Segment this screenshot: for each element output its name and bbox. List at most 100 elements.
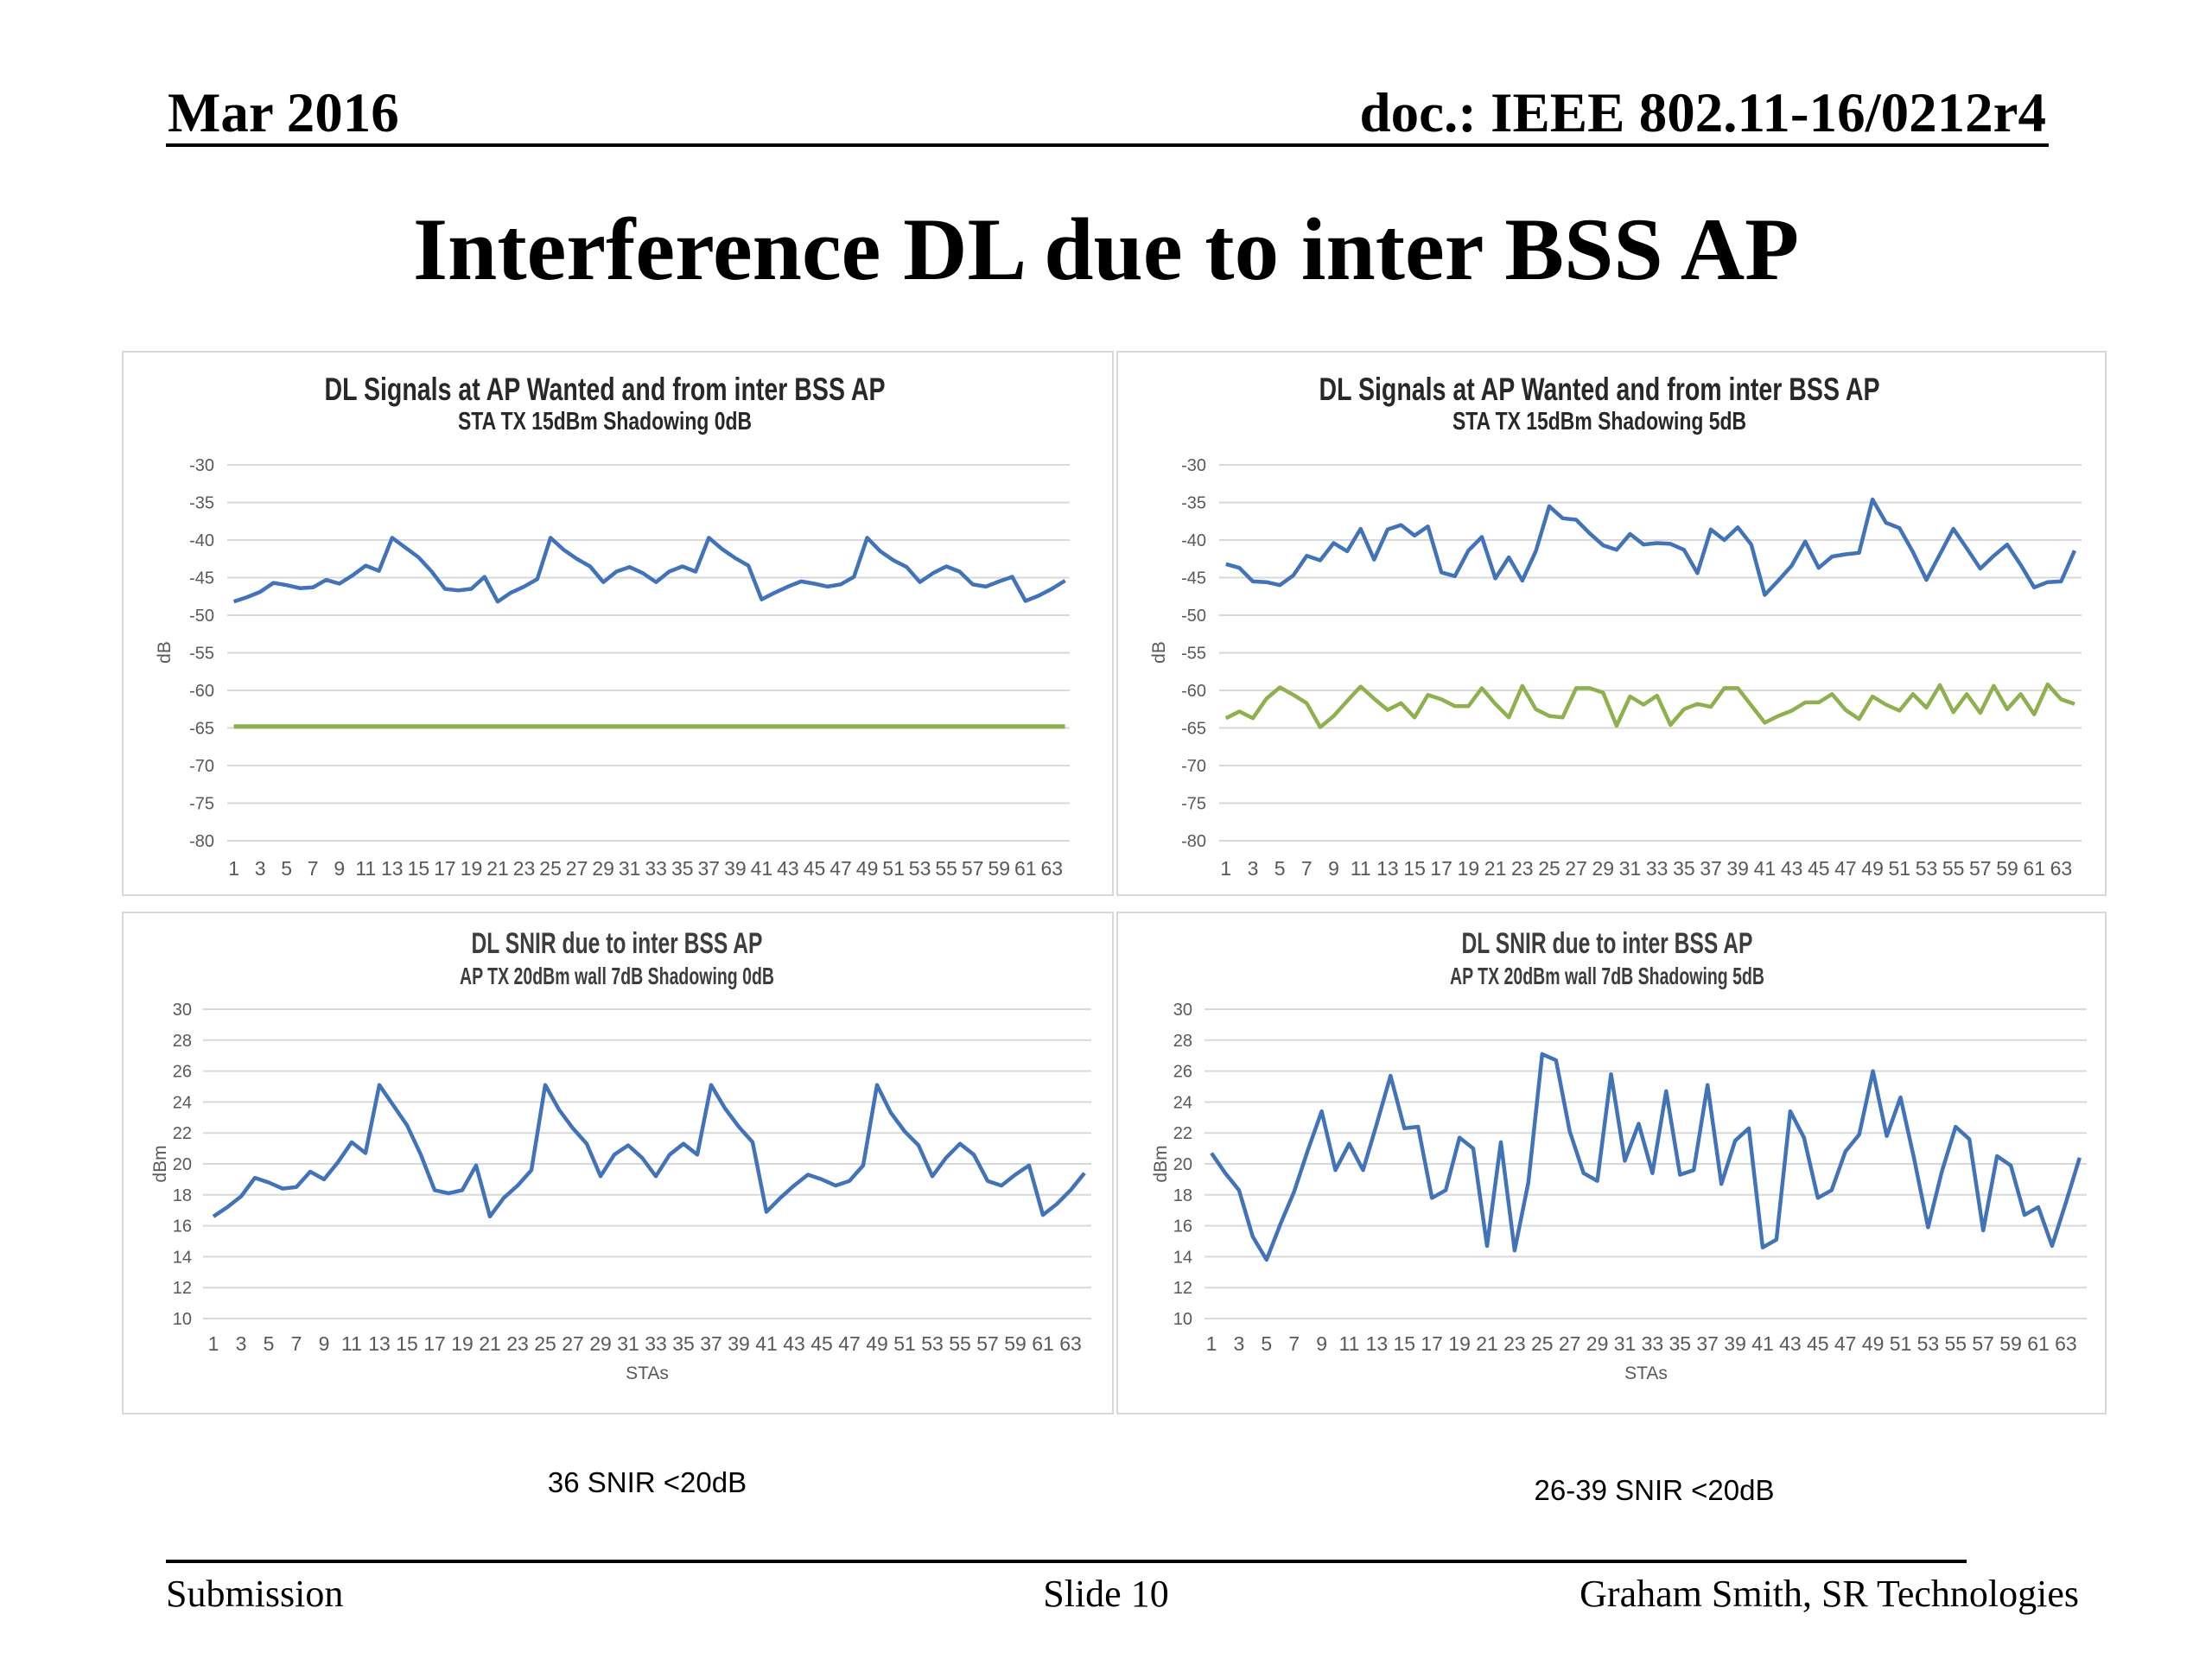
svg-text:61: 61	[2027, 1332, 2050, 1355]
svg-text:63: 63	[1041, 857, 1064, 880]
svg-text:23: 23	[1503, 1332, 1526, 1355]
svg-text:5: 5	[1261, 1332, 1272, 1355]
svg-text:-50: -50	[1181, 607, 1206, 626]
svg-text:45: 45	[804, 857, 826, 880]
svg-text:59: 59	[1996, 857, 2018, 880]
svg-text:22: 22	[1173, 1124, 1192, 1143]
svg-text:10: 10	[173, 1310, 192, 1329]
svg-text:49: 49	[1862, 1332, 1885, 1355]
svg-text:23: 23	[506, 1332, 529, 1355]
svg-text:1: 1	[1220, 857, 1231, 880]
svg-text:-65: -65	[189, 720, 214, 739]
svg-text:dBm: dBm	[1151, 1145, 1171, 1182]
svg-text:-35: -35	[1181, 494, 1206, 513]
svg-text:43: 43	[1779, 1332, 1802, 1355]
svg-text:-50: -50	[189, 607, 214, 626]
svg-text:-80: -80	[189, 832, 214, 851]
svg-text:-40: -40	[1181, 531, 1206, 550]
svg-text:35: 35	[672, 1332, 695, 1355]
svg-text:20: 20	[173, 1155, 192, 1174]
svg-text:STA TX 15dBm Shadowing 0dB: STA TX 15dBm Shadowing 0dB	[458, 408, 752, 435]
svg-text:51: 51	[1890, 1332, 1912, 1355]
svg-text:31: 31	[1614, 1332, 1637, 1355]
svg-text:51: 51	[893, 1332, 916, 1355]
svg-text:23: 23	[1511, 857, 1534, 880]
svg-text:45: 45	[1807, 1332, 1829, 1355]
svg-text:27: 27	[1559, 1332, 1581, 1355]
svg-text:43: 43	[777, 857, 799, 880]
svg-text:27: 27	[562, 1332, 584, 1355]
svg-text:57: 57	[962, 857, 984, 880]
svg-text:51: 51	[882, 857, 905, 880]
svg-text:3: 3	[1248, 857, 1259, 880]
svg-text:37: 37	[700, 1332, 722, 1355]
svg-text:25: 25	[539, 857, 562, 880]
svg-text:15: 15	[396, 1332, 418, 1355]
svg-text:31: 31	[617, 1332, 639, 1355]
svg-text:13: 13	[1376, 857, 1399, 880]
svg-text:31: 31	[1619, 857, 1642, 880]
svg-text:15: 15	[1394, 1332, 1416, 1355]
svg-text:41: 41	[1754, 857, 1777, 880]
svg-text:17: 17	[423, 1332, 446, 1355]
svg-text:3: 3	[255, 857, 266, 880]
svg-text:7: 7	[291, 1332, 302, 1355]
svg-text:dBm: dBm	[150, 1145, 170, 1182]
svg-text:47: 47	[830, 857, 852, 880]
svg-text:45: 45	[810, 1332, 833, 1355]
svg-text:19: 19	[1448, 1332, 1471, 1355]
svg-text:53: 53	[1917, 1332, 1940, 1355]
svg-text:-65: -65	[1181, 720, 1206, 739]
svg-text:13: 13	[1366, 1332, 1389, 1355]
svg-text:-60: -60	[189, 682, 214, 701]
svg-text:-70: -70	[1181, 757, 1206, 776]
svg-text:10: 10	[1173, 1310, 1192, 1329]
svg-text:11: 11	[341, 1332, 362, 1355]
svg-text:55: 55	[949, 1332, 971, 1355]
svg-text:7: 7	[1288, 1332, 1300, 1355]
svg-text:25: 25	[1538, 857, 1560, 880]
svg-text:DL SNIR due to inter BSS AP: DL SNIR due to inter BSS AP	[1462, 927, 1753, 960]
svg-text:17: 17	[1421, 1332, 1443, 1355]
svg-text:DL SNIR due to inter BSS AP: DL SNIR due to inter BSS AP	[472, 927, 763, 960]
svg-text:41: 41	[751, 857, 773, 880]
svg-text:14: 14	[1173, 1248, 1192, 1267]
svg-text:21: 21	[1476, 1332, 1498, 1355]
svg-text:57: 57	[976, 1332, 999, 1355]
svg-text:13: 13	[381, 857, 404, 880]
svg-text:25: 25	[1531, 1332, 1554, 1355]
svg-text:47: 47	[838, 1332, 861, 1355]
svg-text:-60: -60	[1181, 682, 1206, 701]
svg-text:39: 39	[724, 857, 747, 880]
svg-text:29: 29	[1592, 857, 1615, 880]
svg-text:3: 3	[1234, 1332, 1245, 1355]
svg-text:43: 43	[783, 1332, 805, 1355]
svg-text:19: 19	[1458, 857, 1480, 880]
svg-text:55: 55	[935, 857, 957, 880]
svg-text:-80: -80	[1181, 832, 1206, 851]
svg-text:55: 55	[1945, 1332, 1967, 1355]
svg-text:61: 61	[2023, 857, 2045, 880]
svg-text:24: 24	[173, 1093, 192, 1112]
svg-text:41: 41	[755, 1332, 778, 1355]
svg-text:7: 7	[308, 857, 319, 880]
svg-text:25: 25	[534, 1332, 556, 1355]
svg-text:18: 18	[1173, 1186, 1192, 1205]
svg-text:dB: dB	[155, 641, 175, 664]
svg-text:31: 31	[619, 857, 641, 880]
svg-text:STAs: STAs	[1624, 1363, 1668, 1383]
svg-text:21: 21	[1484, 857, 1507, 880]
svg-text:19: 19	[451, 1332, 474, 1355]
svg-text:51: 51	[1889, 857, 1911, 880]
svg-text:63: 63	[2055, 1332, 2077, 1355]
svg-text:39: 39	[1724, 1332, 1746, 1355]
svg-text:-45: -45	[1181, 569, 1206, 588]
svg-text:37: 37	[698, 857, 721, 880]
svg-text:47: 47	[1834, 1332, 1857, 1355]
svg-text:AP TX 20dBm wall 7dB Shadowing: AP TX 20dBm wall 7dB Shadowing 0dB	[460, 963, 774, 989]
svg-text:20: 20	[1173, 1155, 1192, 1174]
svg-text:9: 9	[334, 857, 345, 880]
svg-text:21: 21	[479, 1332, 501, 1355]
svg-text:-75: -75	[189, 795, 214, 814]
svg-text:33: 33	[645, 1332, 667, 1355]
